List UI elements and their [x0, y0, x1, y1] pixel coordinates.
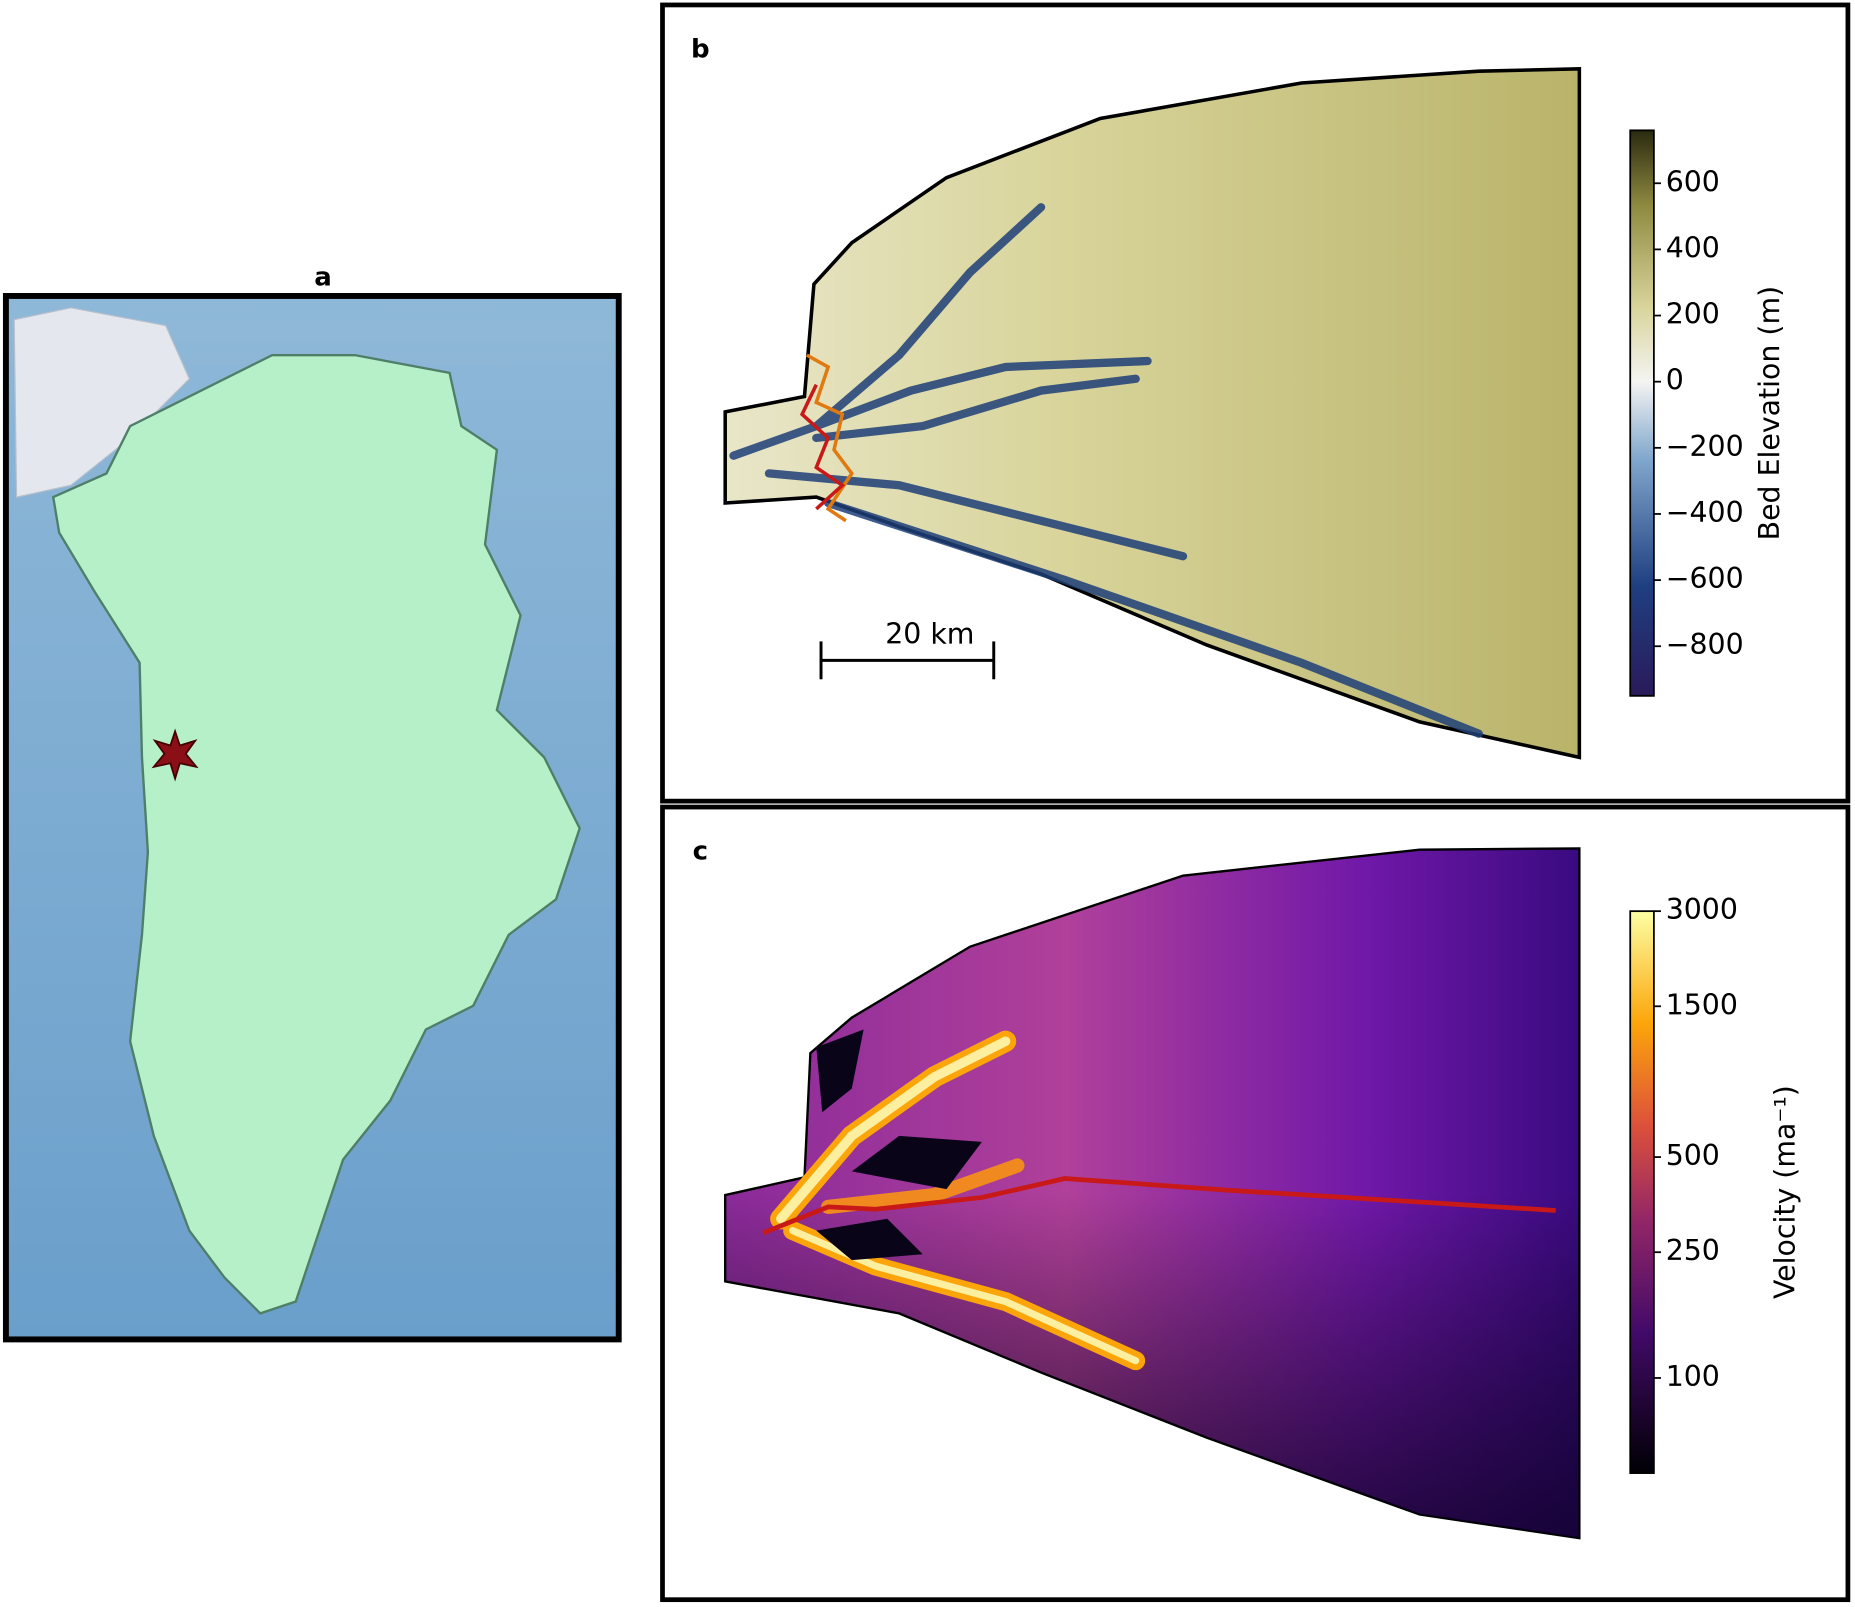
- colorbar-tick-label: 1500: [1666, 988, 1738, 1021]
- colorbar-tick-label: 400: [1666, 231, 1720, 264]
- panel-label: c: [693, 837, 708, 867]
- colorbar: [1629, 910, 1655, 1474]
- colorbar-tick-label: 500: [1666, 1139, 1720, 1172]
- colorbar-tick-label: 100: [1666, 1360, 1720, 1393]
- velocity-shade: [725, 848, 1580, 1539]
- colorbar: [1629, 129, 1655, 697]
- location-star: [151, 728, 199, 782]
- colorbar-tick-label: 3000: [1666, 893, 1738, 926]
- scale-bar-label: 20 km: [885, 618, 974, 651]
- panel-label: a: [314, 263, 332, 293]
- panel-label: b: [691, 34, 710, 64]
- colorbar-tick-label: 0: [1666, 364, 1684, 397]
- colorbar-tick-label: 600: [1666, 165, 1720, 198]
- colorbar-label: Bed Elevation (m): [1753, 286, 1786, 541]
- greenland: [51, 353, 581, 1315]
- grounding-line: [805, 353, 854, 523]
- colorbar-tick-label: 250: [1666, 1234, 1720, 1267]
- slow-region: [816, 1029, 982, 1261]
- colorbar-tick-label: −400: [1666, 496, 1744, 529]
- ellesmere-island: [13, 307, 190, 498]
- flowline: [762, 1176, 1556, 1236]
- colorbar-tick-label: −800: [1666, 628, 1744, 661]
- colorbar-tick-label: −600: [1666, 562, 1744, 595]
- colorbar-tick-label: 200: [1666, 298, 1720, 331]
- scale-bar: [819, 641, 996, 680]
- fast-flow: [770, 1030, 1146, 1371]
- colorbar-tick-label: −200: [1666, 430, 1744, 463]
- grounding-line: [799, 383, 846, 511]
- colorbar-label: Velocity (ma⁻¹): [1768, 1085, 1801, 1299]
